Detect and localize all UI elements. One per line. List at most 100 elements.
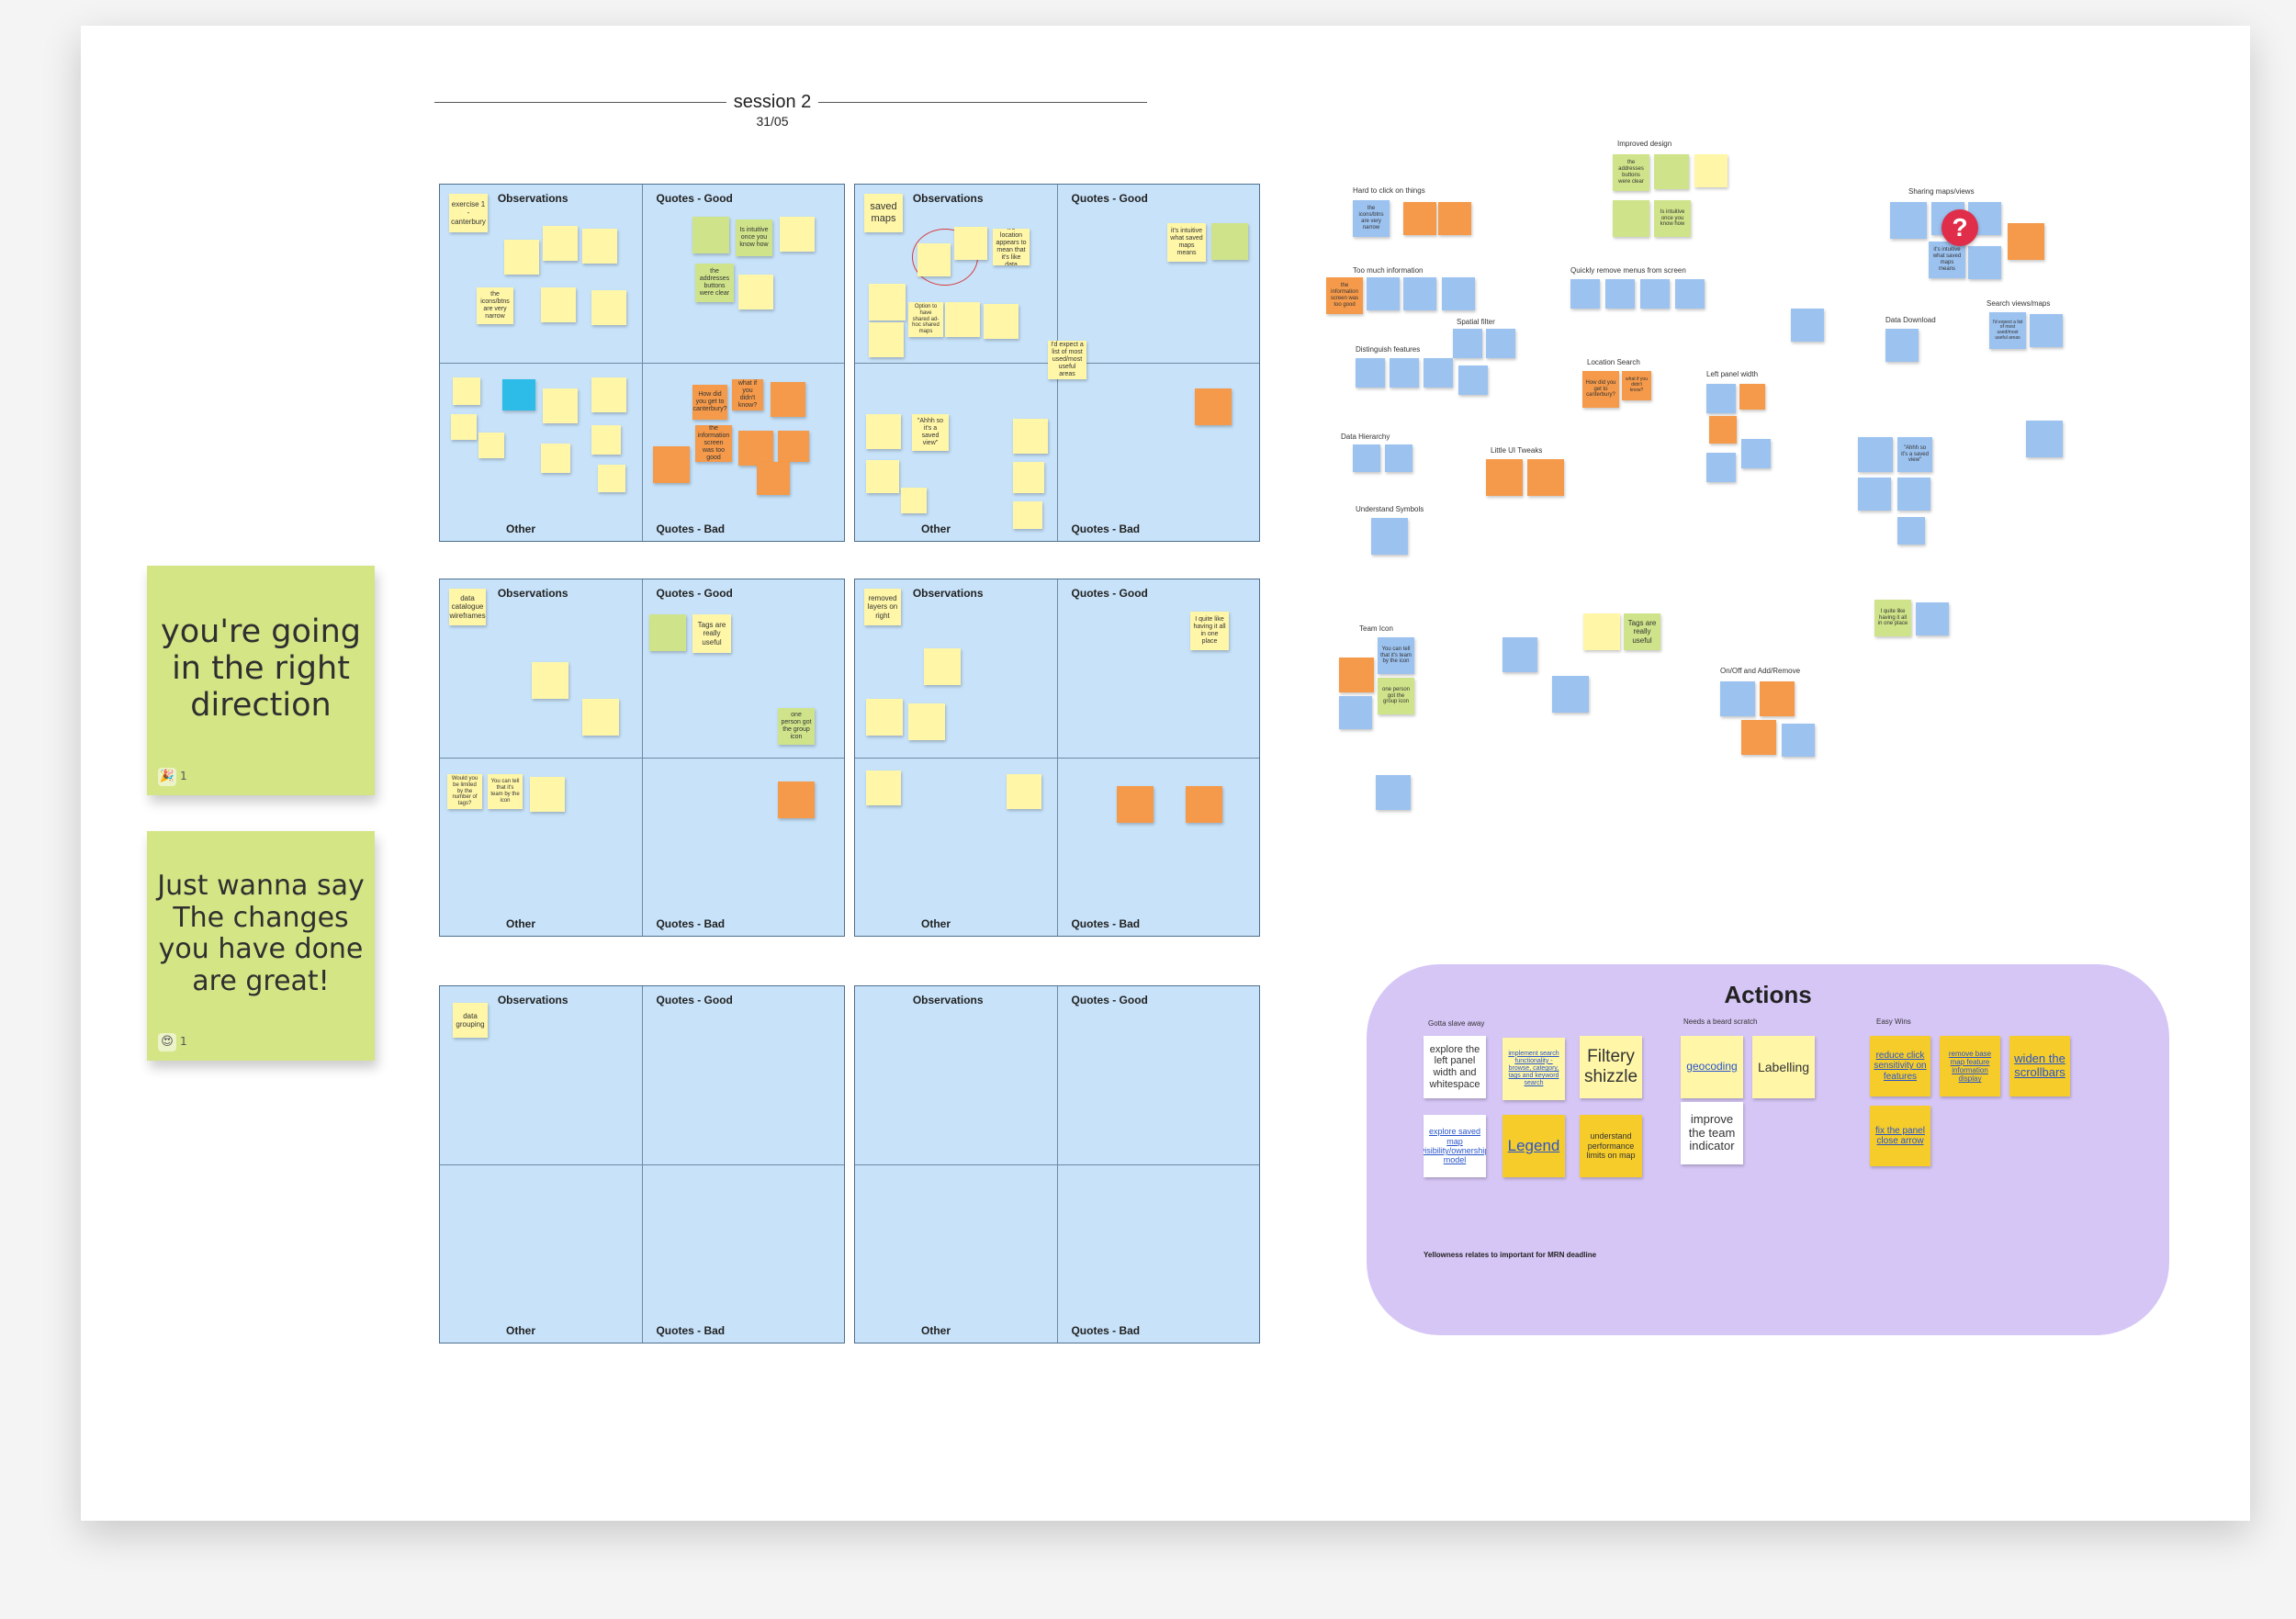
sticky-note[interactable]: it's intuitive what saved maps means (1167, 223, 1206, 262)
sticky-note[interactable] (1897, 517, 1925, 545)
sticky-note[interactable]: You can tell that it's team by the icon (488, 774, 523, 809)
sticky-note[interactable]: Is intuitive once you know how (1654, 200, 1691, 237)
sticky-note[interactable] (1013, 419, 1048, 454)
action-implement-search-link[interactable]: implement search functionality - browse,… (1503, 1038, 1565, 1100)
sticky-note[interactable] (1858, 478, 1891, 511)
sticky-note[interactable]: one person got the group icon (1378, 678, 1414, 714)
board-5[interactable]: Observations Quotes - Good Other Quotes … (439, 985, 845, 1344)
sticky-note[interactable] (1453, 329, 1482, 358)
reaction[interactable]: 🎉 1 (158, 768, 187, 786)
action-reduce-click-link[interactable]: reduce click sensitivity on features (1870, 1036, 1930, 1096)
reaction[interactable]: 😍 1 (158, 1033, 187, 1051)
sticky-note[interactable] (1552, 676, 1589, 713)
sticky-note[interactable] (692, 217, 729, 253)
sticky-note[interactable]: "Ahhh so it's a saved view" (912, 414, 949, 451)
sticky-note[interactable] (1353, 444, 1380, 472)
board-2[interactable]: Observations Quotes - Good Other Quotes … (854, 184, 1260, 542)
sticky-note[interactable] (1570, 279, 1600, 309)
sticky-note[interactable]: Option to have shared ad-hoc shared maps (908, 302, 943, 337)
sticky-note[interactable] (1654, 154, 1689, 189)
sticky-note[interactable] (738, 275, 773, 309)
sticky-note[interactable] (543, 226, 578, 261)
sticky-note[interactable] (1390, 358, 1419, 388)
sticky-note[interactable]: I quite like having it all in one place (1874, 600, 1911, 636)
action-remove-base-link[interactable]: remove base map feature information disp… (1940, 1036, 2000, 1096)
sticky-note[interactable]: "Ahhh so it's a saved view" (1897, 437, 1932, 472)
sticky-note[interactable]: How did you get to canterbury? (1582, 371, 1619, 408)
sticky-note[interactable] (453, 377, 480, 405)
sticky-note-tag[interactable]: removed layers on right (864, 589, 901, 625)
sticky-note[interactable] (778, 781, 815, 818)
sticky-note[interactable] (866, 699, 903, 736)
action-widen-scrollbars-link[interactable]: widen the scrollbars (2009, 1036, 2070, 1096)
action-understand-perf[interactable]: understand performance limits on map (1580, 1115, 1642, 1177)
sticky-note[interactable]: the icons/btns are very narrow (1353, 200, 1390, 237)
sticky-note[interactable]: one person got the group icon (778, 708, 815, 745)
action-labelling[interactable]: Labelling (1752, 1036, 1815, 1098)
whiteboard-canvas[interactable]: session 2 31/05 Observations Quotes - Go… (81, 26, 2250, 1521)
sticky-note[interactable] (451, 414, 477, 440)
sticky-note[interactable] (2008, 223, 2044, 260)
sticky-note[interactable]: Tags are really useful (692, 614, 731, 653)
sticky-note[interactable] (1527, 459, 1564, 496)
sticky-note[interactable] (984, 304, 1019, 339)
sticky-note[interactable]: the icons/btns are very narrow (477, 287, 513, 324)
sticky-note[interactable] (778, 431, 809, 462)
sticky-note-tag[interactable]: exercise 1 - canterbury (449, 194, 488, 232)
sticky-note[interactable] (866, 414, 901, 449)
sticky-note[interactable] (1720, 681, 1755, 716)
sticky-note[interactable] (1760, 681, 1795, 716)
sticky-note[interactable]: Tags are really useful (1624, 613, 1660, 650)
board-1[interactable]: Observations Quotes - Good Other Quotes … (439, 184, 845, 542)
sticky-note[interactable] (1741, 720, 1776, 755)
sticky-note[interactable] (1605, 279, 1635, 309)
sticky-note[interactable] (1613, 200, 1649, 237)
sticky-note-tag[interactable]: data grouping (453, 1003, 488, 1038)
sticky-note[interactable] (1186, 786, 1222, 823)
sticky-note[interactable] (866, 770, 901, 805)
sticky-note[interactable] (1013, 501, 1042, 529)
sticky-note[interactable] (2030, 314, 2063, 347)
sticky-note[interactable] (532, 662, 568, 699)
sticky-note[interactable] (1706, 453, 1736, 482)
sticky-note[interactable] (1916, 602, 1949, 635)
sticky-note[interactable] (1376, 775, 1411, 810)
sticky-note[interactable] (543, 388, 578, 423)
sticky-note-tag[interactable]: data catalogue wireframes (449, 589, 486, 625)
sticky-note[interactable] (1583, 613, 1620, 650)
sticky-note[interactable] (1890, 202, 1927, 239)
sticky-note[interactable] (504, 240, 539, 275)
sticky-note[interactable]: it's location appears to mean that it's … (993, 229, 1030, 265)
sticky-note[interactable] (1438, 202, 1471, 235)
sticky-note[interactable] (869, 322, 904, 357)
sticky-note[interactable] (1013, 462, 1044, 493)
sticky-note[interactable] (1858, 437, 1893, 472)
sticky-note[interactable]: I'd expect a list of most used/most usef… (1989, 312, 2026, 349)
sticky-note[interactable] (2026, 421, 2063, 457)
sticky-note[interactable]: what if you didn't know? (732, 379, 763, 410)
sticky-note[interactable] (1403, 277, 1436, 310)
action-explore-left-panel[interactable]: explore the left panel width and whitesp… (1424, 1036, 1486, 1098)
sticky-note[interactable] (1709, 416, 1737, 444)
sticky-note[interactable] (1007, 774, 1041, 809)
sticky-note[interactable] (591, 425, 621, 455)
board-3[interactable]: Observations Quotes - Good Other Quotes … (439, 579, 845, 937)
sticky-note[interactable] (771, 382, 805, 417)
sticky-note[interactable] (1694, 154, 1728, 187)
sticky-note[interactable] (757, 462, 790, 495)
sticky-note[interactable] (866, 460, 899, 493)
sticky-note[interactable] (1739, 384, 1765, 410)
sticky-note[interactable] (1385, 444, 1412, 472)
sticky-note[interactable]: How did you get to canterbury? (692, 385, 727, 420)
action-filtery-shizzle[interactable]: Filtery shizzle (1580, 1036, 1642, 1098)
board-4[interactable]: Observations Quotes - Good Other Quotes … (854, 579, 1260, 937)
feedback-sticky-note[interactable]: Just wanna say The changes you have done… (147, 831, 375, 1061)
sticky-note[interactable] (924, 648, 961, 685)
sticky-note[interactable] (908, 703, 945, 740)
sticky-note[interactable] (1675, 279, 1705, 309)
sticky-note[interactable] (502, 379, 535, 410)
sticky-note[interactable] (1442, 277, 1475, 310)
sticky-note[interactable]: I'd expect a list of most used/most usef… (1048, 341, 1086, 379)
question-mark-icon[interactable]: ? (1941, 209, 1978, 246)
sticky-note[interactable]: I quite like having it all in one place (1190, 612, 1229, 650)
